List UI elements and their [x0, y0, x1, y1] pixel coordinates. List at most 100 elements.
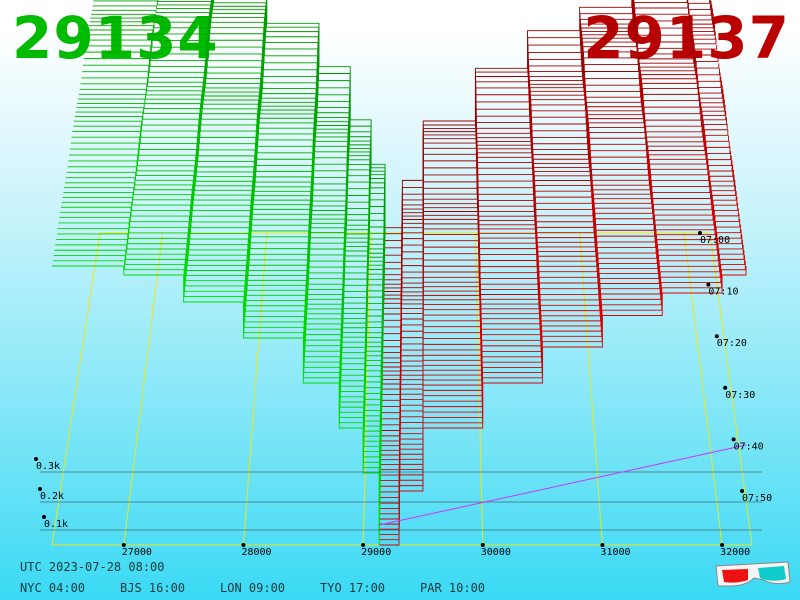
- bid-depth-slice: [75, 111, 383, 393]
- ask-depth-slice: [380, 239, 743, 520]
- ask-depth-slice: [379, 266, 747, 546]
- time-tick-label: 07:50: [742, 493, 772, 504]
- ask-depth-slice: [380, 224, 741, 504]
- ask-depth-slice: [381, 160, 733, 442]
- bid-depth-slice: [74, 116, 383, 398]
- ask-depth-slice: [380, 213, 740, 493]
- bid-depth-slice: [59, 217, 381, 497]
- ask-depth-slice: [382, 80, 723, 364]
- bid-depth-slice: [157, 0, 385, 273]
- ask-depth-slice: [382, 129, 729, 407]
- x-tick-label: 32000: [720, 547, 750, 558]
- ask-depth-slice: [379, 244, 744, 525]
- ask-depth-slice: [383, 68, 720, 348]
- ask-depth-slice: [380, 196, 738, 476]
- city-time-nyc: NYC 04:00: [20, 581, 86, 595]
- ask-depth-slice: [383, 76, 722, 359]
- ask-depth-slice: [382, 104, 726, 385]
- x-tick-label: 29000: [361, 547, 391, 558]
- ask-depth-slice: [383, 44, 718, 321]
- chart-axes: 0.1k 0.2k 0.3k 27000 28000 29000 30000 31000 320…: [34, 231, 772, 558]
- time-tick-dot: [714, 334, 719, 339]
- ask-depth-slice: [385, 0, 633, 235]
- x-gridline: [683, 232, 723, 546]
- ask-depth-slice: [384, 8, 713, 292]
- x-tick-label: 27000: [122, 547, 152, 558]
- ask-depth-slice: [384, 0, 711, 281]
- city-time-par: PAR 10:00: [420, 581, 486, 595]
- ask-front-line: [379, 444, 747, 526]
- depth-tick-label: 0.1k: [44, 519, 68, 530]
- x-tick-dot: [121, 543, 126, 547]
- ask-depth-slice: [383, 31, 716, 309]
- ask-depth-slice: [382, 99, 725, 380]
- bid-depth-slice: [56, 238, 381, 519]
- bid-depth-slice: [53, 255, 380, 535]
- ask-depth-slice: [382, 123, 728, 401]
- x-tick-dot: [720, 543, 725, 547]
- x-tick-label: 28000: [241, 547, 271, 558]
- ask-depth-slice: [382, 117, 727, 395]
- x-tick-label: 31000: [600, 547, 630, 558]
- bid-depth-slice: [66, 171, 382, 451]
- bid-depth-slice: [82, 64, 384, 343]
- x-tick-dot: [600, 543, 605, 547]
- ask-depth-slice: [384, 13, 714, 296]
- time-tick-dot: [731, 437, 736, 442]
- bid-depth-slice: [55, 244, 380, 524]
- ask-depth-slice: [383, 63, 720, 341]
- x-tick-dot: [241, 543, 246, 547]
- ask-depth-slice: [383, 24, 716, 304]
- city-time-lon: LON 09:00: [220, 581, 286, 595]
- ask-depth-slice: [381, 179, 736, 461]
- x-gridline: [474, 232, 484, 546]
- ask-depth-slice: [382, 84, 723, 368]
- bid-depth-slice: [64, 187, 382, 468]
- bid-depth-slice: [84, 51, 384, 330]
- ask-depth-slice: [380, 234, 743, 515]
- ask-depth-slice: [382, 135, 729, 414]
- x-gridline: [123, 232, 164, 546]
- time-tick-label: 07:40: [734, 441, 764, 452]
- ask-depth-slice: [385, 0, 634, 241]
- x-tick-dot: [480, 543, 485, 547]
- bid-depth-slice: [72, 131, 383, 411]
- x-tick-label: 30000: [481, 547, 511, 558]
- ask-depth-slice: [385, 0, 633, 229]
- ask-depth-slice: [383, 51, 718, 328]
- ask-depth-slice: [384, 18, 715, 300]
- ask-depth-slice: [384, 0, 712, 285]
- ask-depth-slice: [379, 255, 746, 535]
- bid-depth-slice: [52, 260, 380, 540]
- 3d-glasses-icon[interactable]: [714, 560, 792, 590]
- time-tick-dot: [698, 231, 702, 235]
- ask-depth-slice: [383, 57, 719, 335]
- bid-depth-slice: [93, 0, 385, 279]
- bid-depth-slice: [212, 0, 386, 245]
- time-tick-dot: [723, 385, 728, 390]
- bid-depth-slice: [86, 39, 384, 320]
- time-tick-label: 07:30: [725, 390, 755, 401]
- time-tick-label: 07:10: [708, 287, 738, 298]
- bid-depth-slice: [67, 166, 382, 445]
- ask-depth-slice: [380, 202, 739, 482]
- bid-depth-slice: [63, 192, 382, 473]
- ask-depth-slice: [381, 141, 730, 420]
- ask-depth-slice: [381, 165, 734, 447]
- ask-depth-slice: [384, 4, 713, 289]
- ask-depth-slice: [381, 174, 735, 456]
- city-time-tyo: TYO 17:00: [320, 581, 386, 595]
- bid-depth-slice: [52, 265, 380, 545]
- ask-depth-slice: [384, 0, 688, 263]
- ask-depth-slice: [382, 110, 727, 390]
- ask-depth-slice: [384, 0, 635, 256]
- depth-tick-dot: [38, 487, 42, 491]
- time-tick-label: 07:20: [717, 338, 747, 349]
- depth-tick-label: 0.2k: [40, 491, 64, 502]
- city-time-bjs: BJS 16:00: [120, 581, 186, 595]
- time-tick-label: 07:00: [700, 235, 730, 246]
- ask-depth-slice: [382, 94, 725, 376]
- bid-depth-slice: [60, 211, 381, 492]
- time-tick-dot: [740, 489, 744, 493]
- time-tick-dot: [706, 282, 711, 287]
